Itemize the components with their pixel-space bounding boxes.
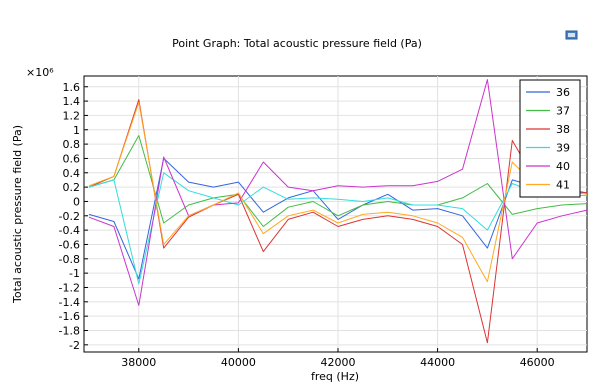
grid-layer bbox=[84, 76, 587, 352]
y-multiplier-label: ×10⁶ bbox=[26, 66, 54, 79]
series-line-40 bbox=[88, 79, 588, 306]
tick-layer: 1.61.41.210.80.60.40.20-0.2-0.4-0.6-0.8-… bbox=[59, 81, 555, 369]
y-tick-label: -0.4 bbox=[59, 224, 80, 237]
series-line-38 bbox=[88, 99, 588, 344]
y-tick-label: -1 bbox=[69, 267, 80, 280]
y-tick-label: -1.6 bbox=[59, 310, 80, 323]
y-tick-label: -1.2 bbox=[59, 281, 80, 294]
y-tick-label: -0.8 bbox=[59, 253, 80, 266]
legend-label-39: 39 bbox=[556, 142, 570, 155]
y-tick-label: 0.8 bbox=[63, 138, 81, 151]
x-axis-label: freq (Hz) bbox=[311, 370, 359, 383]
y-tick-label: 0.6 bbox=[63, 152, 81, 165]
y-tick-label: -0.6 bbox=[59, 238, 80, 251]
y-tick-label: 0.2 bbox=[63, 181, 81, 194]
y-tick-label: 0 bbox=[73, 195, 80, 208]
y-axis-label: Total acoustic pressure field (Pa) bbox=[11, 125, 24, 304]
y-tick-label: -1.8 bbox=[59, 324, 80, 337]
y-tick-label: 0.4 bbox=[63, 167, 81, 180]
x-tick-label: 44000 bbox=[420, 356, 455, 369]
x-tick-label: 46000 bbox=[520, 356, 555, 369]
series-layer bbox=[88, 79, 588, 344]
y-tick-label: -0.2 bbox=[59, 210, 80, 223]
x-tick-label: 42000 bbox=[320, 356, 355, 369]
x-tick-label: 40000 bbox=[221, 356, 256, 369]
x-tick-label: 38000 bbox=[121, 356, 156, 369]
legend-label-37: 37 bbox=[556, 105, 570, 118]
y-tick-label: -1.4 bbox=[59, 296, 80, 309]
legend-label-38: 38 bbox=[556, 123, 570, 136]
export-image-icon[interactable] bbox=[565, 30, 578, 40]
legend-label-36: 36 bbox=[556, 86, 570, 99]
y-tick-label: 1.6 bbox=[63, 81, 81, 94]
legend: 36 37 38 39 40 41 bbox=[519, 79, 581, 198]
y-tick-label: 1.4 bbox=[63, 95, 81, 108]
legend-label-40: 40 bbox=[556, 160, 570, 173]
y-tick-label: 1.2 bbox=[63, 109, 81, 122]
legend-box bbox=[519, 79, 581, 198]
series-line-41 bbox=[88, 102, 588, 283]
legend-label-41: 41 bbox=[556, 179, 570, 192]
y-tick-label: 1 bbox=[73, 124, 80, 137]
y-tick-label: -2 bbox=[69, 339, 80, 352]
chart-title: Point Graph: Total acoustic pressure fie… bbox=[172, 37, 422, 50]
